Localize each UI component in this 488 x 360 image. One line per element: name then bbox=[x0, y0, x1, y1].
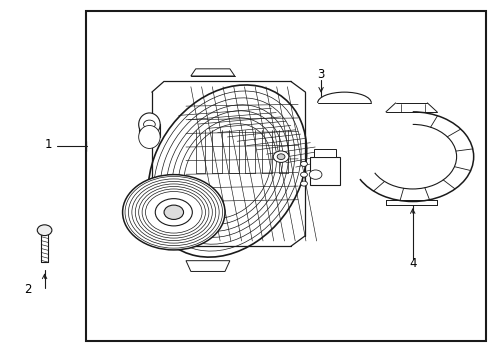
Ellipse shape bbox=[139, 113, 160, 136]
Bar bbox=[314, 149, 335, 157]
Circle shape bbox=[351, 112, 473, 202]
Circle shape bbox=[37, 225, 52, 235]
Text: 1: 1 bbox=[44, 138, 52, 151]
Circle shape bbox=[122, 175, 224, 250]
Ellipse shape bbox=[148, 85, 306, 257]
Ellipse shape bbox=[139, 126, 160, 148]
Bar bbox=[310, 157, 339, 185]
Text: 3: 3 bbox=[317, 68, 324, 81]
Text: 4: 4 bbox=[408, 257, 416, 270]
Circle shape bbox=[308, 170, 321, 179]
Circle shape bbox=[300, 172, 307, 177]
Circle shape bbox=[155, 199, 192, 226]
Text: 2: 2 bbox=[24, 283, 31, 296]
Circle shape bbox=[300, 181, 307, 186]
Bar bbox=[86, 12, 485, 341]
Polygon shape bbox=[185, 261, 229, 271]
Circle shape bbox=[300, 161, 307, 166]
Polygon shape bbox=[190, 69, 234, 76]
Circle shape bbox=[273, 151, 288, 162]
Circle shape bbox=[277, 154, 285, 159]
Circle shape bbox=[163, 205, 183, 220]
Circle shape bbox=[143, 120, 155, 129]
